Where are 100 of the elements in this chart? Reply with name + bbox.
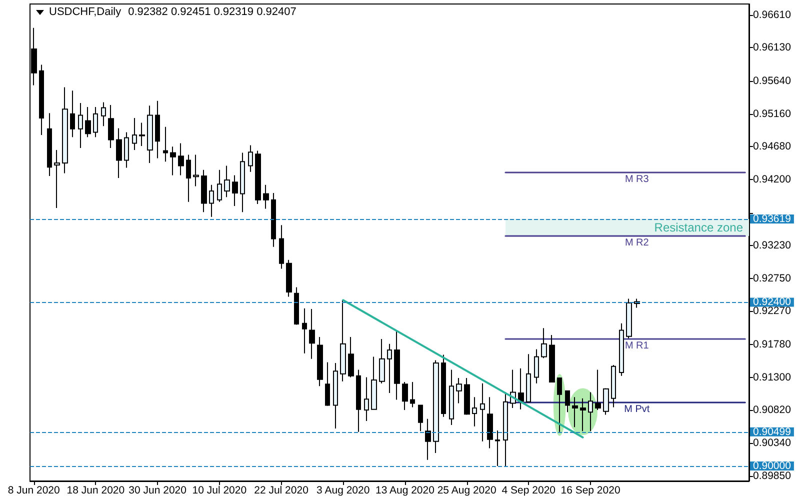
candlestick (580, 398, 586, 432)
candlestick (139, 122, 145, 146)
candlestick (263, 184, 269, 210)
candlestick (286, 259, 292, 298)
candlestick (294, 286, 299, 326)
candlestick (62, 86, 68, 174)
x-tick-label: 30 Jun 2020 (128, 484, 187, 496)
x-tick-label: 4 Sep 2020 (502, 484, 556, 496)
y-tick-label: 0.95160 (753, 108, 792, 120)
y-tick-label: 0.91780 (753, 338, 792, 351)
candlestick (418, 404, 423, 432)
candlestick (85, 106, 91, 138)
x-tick-label: 18 Jun 2020 (66, 484, 125, 496)
candlestick (619, 322, 624, 376)
candlestick (464, 377, 470, 416)
candlestick (456, 377, 462, 404)
candlestick (371, 356, 377, 410)
y-tick-label: 0.93230 (753, 240, 792, 252)
candlestick (47, 112, 52, 176)
y-tick-label: 0.94200 (753, 173, 792, 186)
candlestick (255, 150, 261, 204)
y-tick-label: 0.96610 (753, 8, 792, 21)
candlestick (472, 396, 477, 427)
candlestick (603, 388, 609, 416)
candlestick (302, 308, 307, 354)
candlestick (410, 382, 415, 408)
candlestick (116, 128, 122, 179)
candlestick (108, 104, 114, 148)
candlestick (224, 165, 230, 198)
band-label: Resistance zone (654, 220, 744, 235)
y-tick-label: 0.96130 (753, 42, 792, 54)
candlestick (271, 192, 276, 248)
x-tick-label: 13 Aug 2020 (375, 484, 435, 496)
candlestick (487, 396, 493, 449)
candlestick (387, 343, 392, 394)
ref-line-label: 0.90499 (753, 426, 792, 438)
chart-subtitle: 0.92382 0.92451 0.92319 0.92407 (128, 6, 296, 18)
candlestick (201, 169, 207, 213)
candlestick (124, 132, 129, 168)
candlestick (495, 430, 500, 466)
candlestick (626, 298, 632, 339)
candlestick (240, 152, 245, 213)
y-tick-label: 0.90340 (753, 436, 792, 449)
candlestick (480, 382, 485, 442)
candlestick (364, 376, 369, 422)
candlestick (549, 334, 555, 383)
x-tick-label: 3 Aug 2020 (316, 484, 370, 496)
series-label: M R2 (624, 238, 650, 249)
candlestick (503, 392, 508, 468)
candlestick (232, 174, 238, 206)
candlestick (356, 369, 361, 432)
candlestick (155, 100, 160, 159)
candlestick (93, 106, 98, 138)
y-tick-label: 0.91300 (753, 371, 792, 384)
ref-line-label: 0.93619 (753, 213, 792, 226)
candlestick (170, 146, 176, 176)
candlestick (588, 392, 593, 432)
candlestick (317, 336, 323, 387)
candlestick (101, 102, 106, 127)
candlestick (526, 354, 531, 402)
y-tick-label: 0.95640 (753, 75, 792, 88)
series-label: M R1 (624, 340, 650, 352)
candlestick (279, 224, 284, 270)
candlestick (572, 396, 578, 428)
candlestick (557, 377, 562, 432)
y-tick-label: 0.92750 (753, 272, 792, 284)
x-tick-label: 8 Jun 2020 (8, 484, 60, 496)
candlestick (565, 390, 570, 413)
candlestick (309, 308, 315, 360)
y-tick-label: 0.89850 (753, 470, 792, 482)
y-tick-label: 0.90820 (753, 404, 792, 416)
candlestick (611, 364, 616, 408)
candlestick (441, 354, 446, 418)
x-tick-label: 10 Jul 2020 (192, 484, 247, 496)
candlestick (186, 154, 191, 202)
candlestick (541, 328, 547, 359)
candlestick (78, 102, 83, 148)
candlestick (449, 369, 454, 426)
candlestick (433, 360, 439, 454)
candlestick (394, 330, 400, 400)
candlestick (402, 382, 408, 411)
candlestick (248, 144, 253, 172)
x-tick-label: 22 Jul 2020 (254, 484, 309, 496)
series-label: M R3 (624, 174, 650, 186)
candlestick (333, 362, 338, 429)
candlestick (39, 64, 44, 136)
series-label: M Pvt (624, 404, 650, 416)
candlestick (209, 184, 214, 218)
x-tick-label: 16 Sep 2020 (560, 484, 620, 496)
candlestick (340, 300, 346, 382)
candlestick (325, 362, 330, 406)
candlestick (163, 126, 168, 162)
candlestick (518, 368, 524, 410)
candlestick (193, 154, 199, 187)
candlestick (70, 90, 75, 138)
candlestick (534, 348, 539, 384)
chart-title: USDCHF,Daily (49, 6, 122, 18)
candlestick (348, 336, 354, 378)
candlestick (147, 105, 153, 164)
candlestick (217, 169, 222, 202)
